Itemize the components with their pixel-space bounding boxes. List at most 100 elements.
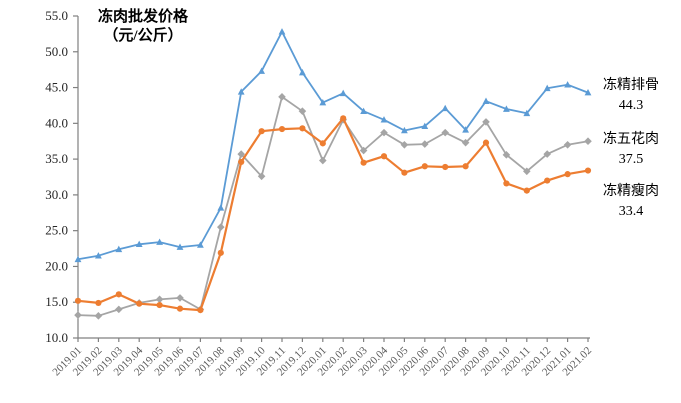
series-marker-2 — [564, 171, 571, 178]
series-marker-1 — [278, 93, 286, 101]
series-label-belly: 冻五花肉 — [603, 132, 659, 147]
series-marker-2 — [197, 306, 204, 314]
series-marker-1 — [94, 312, 103, 320]
series-marker-2 — [462, 163, 469, 170]
series-marker-1 — [461, 138, 470, 147]
series-marker-0 — [401, 126, 408, 134]
series-marker-2 — [421, 163, 428, 170]
series-marker-1 — [523, 167, 531, 176]
series-marker-1 — [319, 156, 327, 165]
chart-title-line1: 冻肉批发价格 — [97, 9, 188, 25]
series-marker-2 — [176, 305, 184, 312]
series-marker-2 — [319, 140, 326, 147]
series-marker-2 — [95, 299, 102, 307]
series-annotation-lean: 冻精瘦肉 33.4 — [592, 182, 670, 222]
series-marker-0 — [462, 126, 469, 133]
series-marker-2 — [584, 167, 592, 174]
series-marker-1 — [359, 146, 368, 155]
y-tick-label: 40.0 — [45, 115, 68, 130]
series-label-ribs: 冻精排骨 — [603, 78, 659, 93]
series-marker-0 — [217, 204, 225, 211]
series-marker-1 — [502, 151, 511, 159]
series-line-2 — [76, 117, 590, 312]
series-marker-2 — [503, 180, 510, 187]
y-tick-label: 55.0 — [45, 8, 68, 23]
chart-title: 冻肉批发价格 （元/公斤） — [78, 8, 208, 46]
series-annotation-belly: 冻五花肉 37.5 — [592, 130, 670, 170]
series-marker-1 — [380, 128, 388, 137]
series-marker-0 — [115, 245, 123, 253]
series-marker-1 — [421, 140, 429, 148]
series-marker-1 — [74, 311, 82, 319]
series-marker-0 — [74, 255, 82, 263]
series-marker-1 — [482, 118, 490, 126]
y-tick-label: 50.0 — [45, 44, 68, 59]
y-tick-label: 25.0 — [45, 223, 68, 238]
series-marker-2 — [340, 115, 347, 122]
series-marker-1 — [115, 305, 123, 314]
series-value-lean: 33.4 — [618, 204, 644, 219]
series-marker-0 — [237, 88, 245, 95]
series-marker-0 — [258, 67, 265, 74]
y-tick-label: 35.0 — [45, 151, 68, 166]
series-marker-2 — [115, 291, 122, 298]
series-marker-0 — [135, 240, 143, 248]
series-marker-0 — [584, 88, 592, 96]
series-marker-0 — [176, 243, 184, 250]
series-label-lean: 冻精瘦肉 — [603, 184, 659, 199]
y-tick-label: 30.0 — [45, 187, 68, 202]
chart-title-line2: （元/公斤） — [103, 28, 183, 44]
series-value-ribs: 44.3 — [618, 98, 644, 113]
series-marker-2 — [258, 128, 265, 135]
series-marker-1 — [400, 141, 409, 149]
series-marker-2 — [74, 297, 82, 304]
y-tick-label: 45.0 — [45, 80, 68, 95]
series-marker-2 — [482, 139, 490, 146]
series-marker-0 — [360, 107, 367, 114]
series-marker-2 — [278, 125, 286, 133]
series-marker-0 — [95, 252, 102, 259]
series-value-belly: 37.5 — [618, 152, 644, 167]
series-marker-2 — [380, 153, 388, 160]
series-marker-2 — [217, 249, 224, 256]
series-marker-1 — [217, 223, 225, 231]
series-marker-0 — [339, 89, 347, 97]
series-marker-0 — [441, 104, 449, 112]
series-marker-2 — [360, 159, 367, 166]
series-marker-1 — [155, 295, 164, 304]
series-marker-1 — [563, 141, 572, 149]
series-annotation-ribs: 冻精排骨 44.3 — [592, 76, 670, 116]
series-marker-2 — [523, 187, 530, 194]
series-marker-0 — [197, 241, 204, 248]
series-marker-2 — [299, 125, 306, 132]
series-marker-0 — [156, 238, 163, 245]
series-marker-0 — [299, 68, 306, 76]
series-marker-1 — [298, 107, 307, 115]
series-marker-0 — [319, 98, 327, 106]
series-marker-0 — [482, 97, 490, 104]
series-marker-0 — [380, 116, 388, 123]
series-marker-2 — [136, 300, 143, 307]
series-marker-0 — [278, 28, 286, 35]
series-marker-1 — [176, 294, 184, 302]
series-line-0 — [77, 30, 589, 261]
series-marker-0 — [543, 84, 551, 92]
series-marker-1 — [237, 150, 245, 158]
series-marker-2 — [401, 169, 408, 176]
series-marker-2 — [442, 163, 449, 171]
series-marker-1 — [441, 128, 449, 137]
series-marker-2 — [238, 158, 245, 166]
series-marker-0 — [421, 122, 429, 129]
series-marker-0 — [564, 81, 571, 88]
series-marker-0 — [503, 105, 510, 112]
series-marker-2 — [544, 177, 551, 184]
series-marker-2 — [156, 301, 163, 309]
series-marker-1 — [257, 172, 266, 181]
series-marker-1 — [543, 150, 551, 158]
y-tick-label: 15.0 — [45, 294, 68, 309]
y-tick-label: 20.0 — [45, 258, 68, 273]
series-marker-1 — [584, 137, 592, 146]
y-tick-label: 10.0 — [45, 330, 68, 345]
